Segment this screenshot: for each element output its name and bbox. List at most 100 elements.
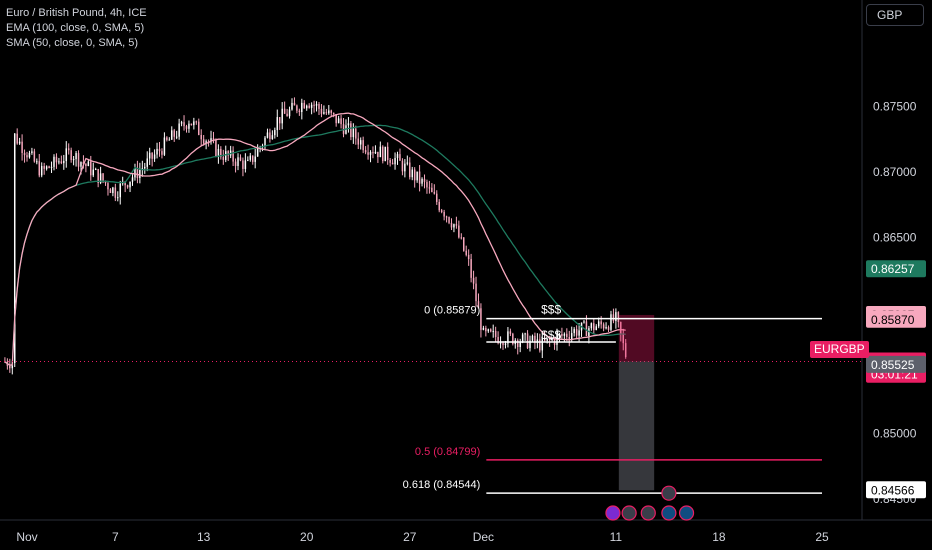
candle-body (541, 337, 544, 351)
candle-body (472, 277, 475, 284)
candle-body (266, 132, 269, 138)
candle-body (497, 337, 499, 344)
target-zone (618, 361, 655, 491)
price-tag-bg (866, 481, 926, 499)
candle-body (180, 122, 183, 124)
candle-body (529, 340, 531, 349)
candle-body (575, 329, 578, 336)
candle-body (36, 161, 38, 163)
candle-body (148, 152, 151, 159)
candle-body (357, 138, 359, 145)
event-icon (661, 485, 677, 501)
candle-body (399, 154, 401, 161)
candle-body (534, 335, 536, 343)
candle-body (11, 363, 14, 369)
candle-body (190, 123, 193, 126)
candle-body (63, 160, 65, 164)
candle-body (593, 323, 595, 330)
candle-body (362, 140, 364, 151)
candle-body (563, 333, 566, 336)
candle-body (151, 152, 153, 159)
candle-body (482, 327, 485, 330)
candle-body (411, 169, 413, 178)
event-icon (621, 505, 637, 521)
candle-body (87, 161, 90, 167)
candle-body (43, 166, 45, 169)
candle-body (55, 156, 58, 163)
candle-body (519, 341, 521, 347)
candle-body (364, 150, 367, 153)
candle-body (38, 161, 41, 176)
candle-body (607, 327, 610, 330)
candle-body (492, 330, 494, 332)
candle-body (296, 105, 298, 111)
candle-body (318, 103, 320, 109)
candle-body (539, 339, 541, 351)
candle-body (622, 334, 624, 344)
candle-body (18, 141, 21, 144)
candle-body (352, 128, 355, 138)
sma-line (4, 124, 626, 366)
candle-body (293, 102, 296, 106)
candle-body (92, 169, 94, 176)
candle-body (561, 334, 563, 336)
candle-body (237, 157, 239, 166)
candle-body (9, 365, 11, 369)
candle-body (276, 117, 279, 131)
fib-label: 0.618 (0.84544) (403, 479, 481, 491)
candle-body (355, 128, 357, 139)
candle-body (521, 334, 524, 342)
candle-body (256, 148, 259, 157)
fib-label: 0.5 (0.84799) (415, 446, 480, 458)
candle-body (144, 166, 146, 169)
candle-body (168, 139, 171, 141)
candle-body (26, 155, 28, 158)
candle-body (431, 187, 433, 193)
candle-body (271, 135, 274, 140)
chart-legend: Euro / British Pound, 4h, ICE EMA (100, … (6, 6, 147, 51)
candle-body (386, 146, 389, 161)
candle-body (171, 130, 173, 140)
candle-body (313, 104, 315, 106)
candle-body (494, 330, 497, 338)
candle-body (315, 103, 318, 106)
candle-body (578, 330, 580, 336)
legend-sma: SMA (50, close, 0, SMA, 5) (6, 37, 139, 49)
event-icon (678, 505, 695, 521)
candle-body (605, 327, 607, 329)
candle-body (31, 151, 33, 154)
candle-body (504, 343, 507, 346)
candle-body (107, 183, 109, 190)
candle-body (310, 104, 313, 108)
candle-body (418, 171, 421, 184)
candle-body (198, 121, 200, 135)
candle-body (620, 321, 622, 335)
candle-body (200, 134, 202, 140)
price-tag-bg (866, 355, 926, 373)
candle-body (475, 283, 477, 302)
x-tick-label: 20 (300, 530, 314, 544)
y-tick-label: 0.87000 (873, 165, 917, 179)
candle-body (335, 114, 337, 124)
candle-body (124, 181, 126, 186)
candle-body (251, 155, 254, 162)
candle-body (460, 237, 463, 239)
candle-body (347, 123, 350, 126)
candle-body (227, 151, 229, 156)
candle-body (440, 210, 443, 213)
stop-zone (618, 314, 655, 362)
candle-body (129, 181, 131, 188)
candle-body (210, 138, 212, 142)
candle-body (185, 126, 188, 129)
candle-body (428, 187, 431, 189)
candle-body (207, 141, 210, 143)
candle-body (337, 118, 340, 124)
candle-body (610, 314, 612, 330)
x-tick-label: 18 (712, 530, 726, 544)
candle-body (325, 112, 328, 114)
candle-body (507, 331, 509, 344)
candle-body (288, 109, 291, 117)
candle-body (264, 137, 266, 146)
currency-button[interactable]: GBP (866, 4, 924, 26)
